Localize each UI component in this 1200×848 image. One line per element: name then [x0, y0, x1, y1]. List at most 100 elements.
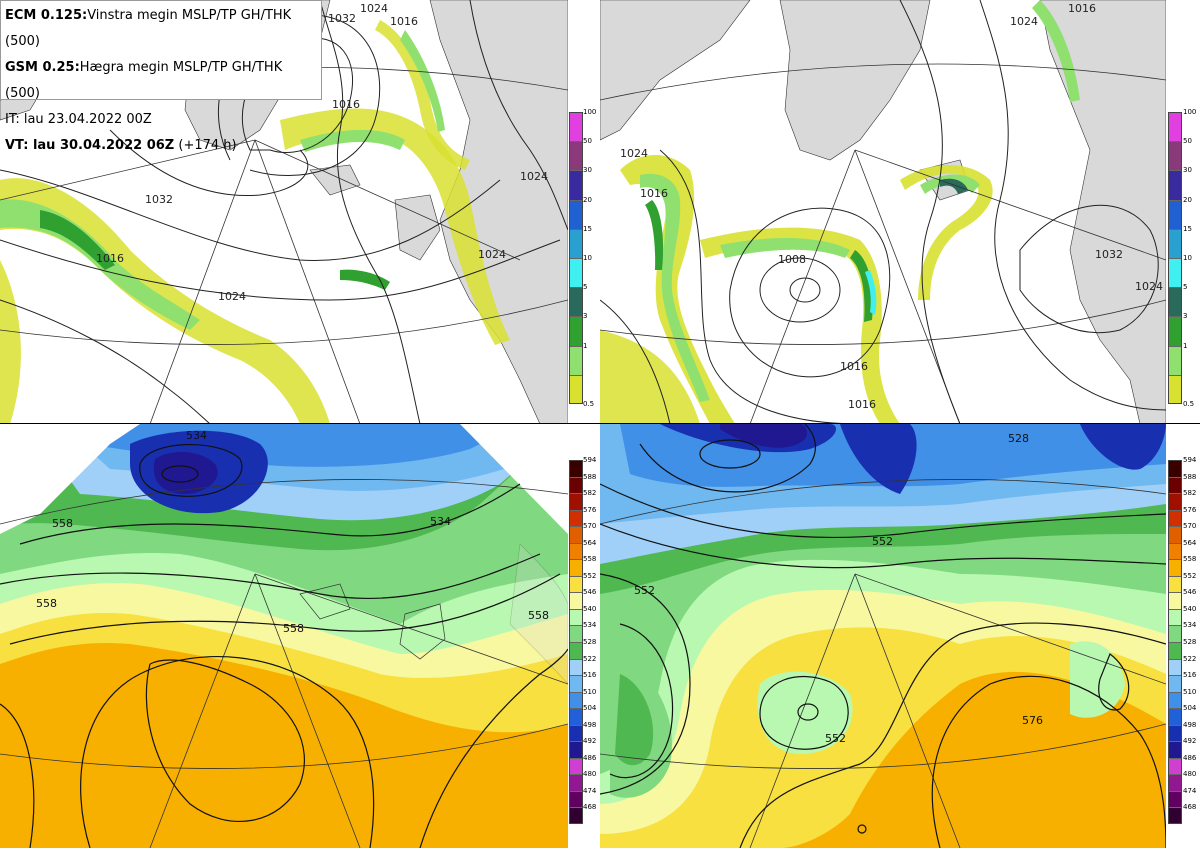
thickness-colorbar-segment — [1168, 592, 1182, 609]
thickness-colorbar-segment — [1168, 724, 1182, 742]
thickness-colorbar-label: 576 — [583, 505, 597, 514]
thickness-colorbar-label: 552 — [1183, 571, 1197, 580]
gsm-mslp-map-graphic: 1024 1016 1008 1016 1016 1032 1024 1016 … — [600, 0, 1166, 424]
thickness-colorbar-label: 486 — [1183, 753, 1197, 762]
valid-time-label: VT: lau 30.04.2022 06Z — [5, 138, 175, 153]
thickness-colorbar-segment — [1168, 774, 1182, 791]
thickness-colorbar-segment — [1168, 476, 1182, 494]
thickness-colorbar-label: 492 — [1183, 737, 1197, 746]
isobar-label: 1016 — [332, 98, 360, 111]
precip-colorbar-label: 5 — [1183, 283, 1188, 292]
precip-colorbar-segment — [569, 345, 583, 375]
thickness-colorbar-frame — [569, 460, 583, 824]
thickness-colorbar-segment — [569, 807, 583, 824]
thickness-colorbar-segment — [569, 509, 583, 527]
info-line-gsm: GSM 0.25:Hægra megin MSLP/TP GH/THK (500… — [5, 55, 317, 107]
info-line-init-time: IT: lau 23.04.2022 00Z — [5, 112, 152, 127]
thickness-colorbar-label: 474 — [1183, 786, 1197, 795]
precip-colorbar-label: 0.5 — [1183, 400, 1195, 408]
isobar-label: 1024 — [520, 170, 548, 183]
thickness-colorbar-label: 480 — [583, 770, 597, 779]
precip-colorbar-frame — [1168, 112, 1182, 404]
thickness-colorbar-label: 594 — [583, 456, 597, 464]
isobar-label: 1024 — [620, 147, 648, 160]
height-label: 552 — [634, 584, 655, 597]
thickness-colorbar-label: 504 — [1183, 704, 1197, 713]
thickness-colorbar-label: 546 — [583, 588, 597, 597]
precip-colorbar-label: 3 — [583, 312, 588, 321]
precip-colorbar-segment — [569, 316, 583, 346]
thickness-colorbar-label: 510 — [1183, 687, 1197, 696]
isobar-label: 1024 — [218, 290, 246, 303]
isobar-label: 1016 — [96, 252, 124, 265]
height-label: 576 — [1022, 714, 1043, 727]
gsm-thickness-map-graphic: 528 552 552 552 576 — [600, 424, 1166, 848]
isobar-label: 1032 — [145, 193, 173, 206]
thickness-colorbar-label: 582 — [583, 489, 597, 498]
thickness-colorbar-label: 540 — [1183, 604, 1197, 613]
thickness-colorbar-segment — [1168, 493, 1182, 510]
ecm-model-label: ECM 0.125: — [5, 8, 88, 23]
isobar-label: 1016 — [390, 15, 418, 28]
precip-colorbar-segment — [1168, 141, 1182, 171]
thickness-colorbar-label: 540 — [583, 604, 597, 613]
thickness-colorbar-segment — [1168, 790, 1182, 808]
isobar-label: 1024 — [1135, 280, 1163, 293]
height-label: 534 — [186, 429, 207, 442]
thickness-colorbar-segment — [1168, 526, 1182, 543]
height-label: 552 — [825, 732, 846, 745]
precip-colorbar-label: 1 — [583, 341, 588, 350]
thickness-colorbar-segment — [569, 757, 583, 775]
thickness-colorbar-segment — [569, 691, 583, 709]
thickness-colorbar-label: 498 — [583, 720, 597, 729]
thickness-colorbar-label: 546 — [1183, 588, 1197, 597]
thickness-colorbar-segment — [569, 625, 583, 642]
info-line-ecm: ECM 0.125:Vinstra megin MSLP/TP GH/THK (… — [5, 3, 317, 55]
thickness-colorbar-segment — [1168, 625, 1182, 642]
thickness-colorbar-segment — [1168, 691, 1182, 709]
thickness-colorbar-label: 534 — [583, 621, 597, 630]
thickness-colorbar-label: 552 — [583, 571, 597, 580]
thickness-colorbar-label: 486 — [583, 753, 597, 762]
thickness-colorbar-frame — [1168, 460, 1182, 824]
precip-colorbar-label: 30 — [583, 166, 592, 175]
thickness-colorbar-segment — [569, 658, 583, 676]
ecm-description: Vinstra megin MSLP/TP GH/THK (500) — [5, 8, 292, 49]
precip-colorbar-label: 3 — [1183, 312, 1188, 321]
thickness-colorbar-segment — [1168, 542, 1182, 560]
precip-colorbar-segment — [1168, 345, 1182, 375]
thickness-colorbar-segment — [569, 642, 583, 659]
thickness-colorbar-segment — [569, 493, 583, 510]
isobar-label: 1024 — [360, 2, 388, 15]
isobar-label: 1008 — [778, 253, 806, 266]
precip-colorbar-segment — [1168, 374, 1182, 404]
thickness-colorbar-segment — [569, 559, 583, 576]
precip-colorbar-label: 15 — [583, 224, 592, 233]
thickness-colorbar-label: 570 — [583, 522, 597, 531]
height-label: 552 — [872, 535, 893, 548]
thickness-colorbar-segment — [1168, 708, 1182, 725]
precip-colorbar-segment — [1168, 287, 1182, 317]
thickness-colorbar-segment — [569, 741, 583, 758]
gsm-mslp-precip-map: 1024 1016 1008 1016 1016 1032 1024 1016 … — [600, 0, 1166, 424]
precip-colorbar-label: 50 — [1183, 137, 1192, 146]
precip-colorbar-segment — [569, 374, 583, 404]
ecm-thickness-map-graphic: 534 558 558 558 534 558 — [0, 424, 568, 848]
isobar-label: 1032 — [328, 12, 356, 25]
thickness-colorbar-label: 558 — [1183, 555, 1197, 564]
thickness-colorbar-label: 528 — [1183, 638, 1197, 646]
forecast-hour: (+174 h) — [174, 138, 237, 153]
gsm-model-label: GSM 0.25: — [5, 60, 80, 75]
precip-colorbar-label: 100 — [583, 108, 597, 116]
height-label: 558 — [36, 597, 57, 610]
ecm-500hpa-thickness-map: 534 558 558 558 534 558 — [0, 424, 568, 848]
thickness-colorbar-label: 588 — [583, 472, 597, 481]
precip-colorbar-label: 10 — [583, 254, 592, 262]
run-info-box: ECM 0.125:Vinstra megin MSLP/TP GH/THK (… — [0, 0, 322, 153]
thickness-colorbar-segment — [569, 790, 583, 808]
thickness-colorbar-label: 480 — [1183, 770, 1197, 779]
thickness-colorbar-segment — [1168, 757, 1182, 775]
thickness-colorbar-label: 516 — [1183, 671, 1197, 680]
thickness-colorbar-segment — [569, 526, 583, 543]
horizontal-divider — [0, 423, 1200, 424]
